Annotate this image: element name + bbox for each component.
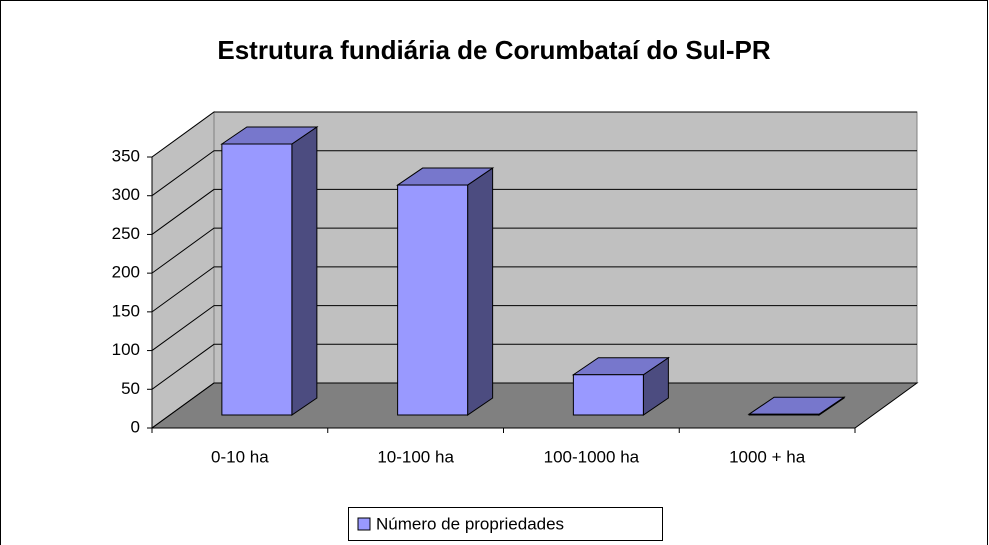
bar (221, 143, 293, 416)
y-tick-label: 300 (112, 185, 140, 204)
grid-line (151, 305, 917, 351)
bar-side (291, 126, 318, 416)
y-tick-label: 150 (112, 301, 140, 320)
back-wall (213, 111, 918, 384)
grid-line (151, 111, 917, 158)
side-wall (151, 111, 215, 429)
x-tick-label: 1000 + ha (729, 447, 806, 466)
y-tick-label: 350 (112, 146, 140, 165)
bar (572, 374, 644, 416)
bar-side (467, 167, 494, 416)
grid-line (151, 227, 917, 274)
y-tick-label: 200 (112, 263, 140, 282)
y-tick-label: 50 (121, 379, 140, 398)
chart-title: Estrutura fundiária de Corumbataí do Sul… (217, 35, 770, 65)
grid-line (151, 382, 917, 429)
grid-line (151, 266, 917, 313)
bar (748, 413, 820, 416)
grid-line (151, 150, 917, 197)
grid-line (151, 343, 917, 390)
x-tick-label: 100-1000 ha (544, 447, 640, 466)
legend-swatch (357, 517, 371, 531)
y-tick-label: 100 (112, 340, 140, 359)
legend-box (348, 507, 663, 541)
bar (397, 184, 469, 416)
y-tick-label: 250 (112, 224, 140, 243)
grid-line (151, 188, 917, 235)
x-tick-label: 10-100 ha (377, 447, 454, 466)
x-tick-label: 0-10 ha (211, 447, 269, 466)
y-tick-label: 0 (131, 417, 140, 436)
legend-label: Número de propriedades (376, 514, 564, 533)
